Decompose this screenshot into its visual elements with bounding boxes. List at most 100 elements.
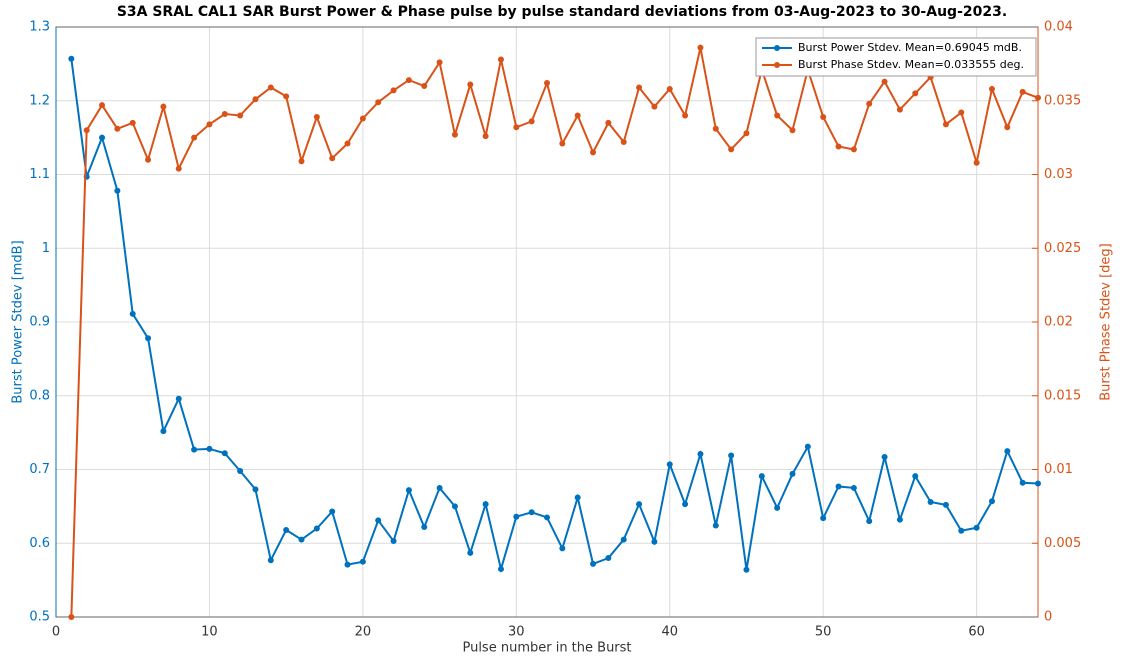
data-point bbox=[758, 473, 765, 480]
data-point bbox=[467, 549, 474, 556]
data-point bbox=[528, 118, 535, 125]
data-point bbox=[942, 501, 949, 508]
data-point bbox=[237, 112, 244, 119]
data-point bbox=[988, 498, 995, 505]
data-point bbox=[1035, 480, 1041, 487]
data-point bbox=[835, 483, 842, 490]
data-point bbox=[728, 452, 735, 459]
data-point bbox=[651, 103, 658, 110]
data-point bbox=[252, 96, 259, 103]
data-point bbox=[789, 470, 796, 477]
data-point bbox=[467, 81, 474, 88]
data-point bbox=[1035, 94, 1041, 101]
y2-tick-label: 0.02 bbox=[1044, 315, 1073, 330]
data-point bbox=[421, 83, 428, 89]
data-point bbox=[68, 614, 75, 620]
y-tick-label: 0.6 bbox=[29, 536, 50, 551]
data-point bbox=[390, 538, 397, 545]
x-tick-label: 50 bbox=[815, 625, 832, 640]
x-tick-label: 10 bbox=[201, 625, 218, 640]
data-point bbox=[68, 55, 75, 62]
data-point bbox=[221, 450, 228, 457]
data-point bbox=[1019, 479, 1026, 486]
y2-tick-label: 0.01 bbox=[1044, 462, 1073, 477]
data-point bbox=[973, 159, 980, 166]
data-point bbox=[574, 112, 581, 119]
data-point bbox=[482, 133, 489, 140]
series-line bbox=[70, 58, 1039, 573]
y2-tick-label: 0.025 bbox=[1044, 241, 1081, 256]
data-point bbox=[697, 451, 704, 458]
y2-tick-label: 0.005 bbox=[1044, 536, 1081, 551]
y-tick-label: 1.1 bbox=[29, 167, 50, 182]
data-point bbox=[175, 165, 182, 172]
legend-label: Burst Power Stdev. Mean=0.69045 mdB. bbox=[798, 41, 1022, 54]
data-point bbox=[590, 560, 597, 567]
data-point bbox=[191, 134, 198, 141]
data-point bbox=[605, 119, 612, 126]
x-tick-label: 20 bbox=[355, 625, 372, 640]
data-point bbox=[866, 518, 873, 525]
data-point bbox=[1004, 448, 1011, 455]
data-point bbox=[145, 335, 152, 342]
data-point bbox=[99, 134, 106, 141]
data-point bbox=[697, 44, 704, 51]
legend-marker bbox=[774, 45, 780, 51]
data-point bbox=[375, 99, 382, 106]
data-point bbox=[175, 395, 182, 402]
y2-tick-label: 0.04 bbox=[1044, 20, 1073, 35]
data-point bbox=[927, 498, 934, 505]
x-tick-label: 30 bbox=[508, 625, 525, 640]
data-point bbox=[590, 149, 597, 156]
data-point bbox=[682, 112, 689, 119]
data-point bbox=[237, 467, 244, 474]
data-point bbox=[313, 113, 320, 120]
data-point bbox=[145, 156, 152, 163]
y2-tick-label: 0 bbox=[1044, 610, 1052, 625]
data-point bbox=[559, 545, 566, 552]
data-point bbox=[544, 80, 550, 87]
data-point bbox=[636, 501, 643, 508]
data-point bbox=[958, 527, 965, 534]
data-point bbox=[544, 514, 550, 521]
data-point bbox=[451, 131, 458, 138]
data-point bbox=[160, 428, 167, 435]
data-point bbox=[359, 115, 366, 122]
data-point bbox=[114, 125, 121, 132]
data-point bbox=[636, 84, 643, 91]
data-point bbox=[896, 516, 903, 523]
data-point bbox=[912, 90, 919, 97]
data-point bbox=[743, 130, 750, 137]
data-point bbox=[267, 84, 274, 91]
data-point bbox=[114, 187, 121, 194]
data-point bbox=[728, 146, 735, 153]
data-point bbox=[651, 538, 658, 545]
y-tick-label: 0.9 bbox=[29, 315, 50, 330]
data-point bbox=[528, 509, 535, 516]
data-point bbox=[129, 310, 136, 317]
data-point bbox=[712, 125, 719, 132]
x-tick-label: 60 bbox=[968, 625, 985, 640]
y2-tick-label: 0.03 bbox=[1044, 167, 1073, 182]
data-point bbox=[605, 555, 612, 561]
data-point bbox=[451, 503, 458, 510]
data-point bbox=[298, 158, 305, 165]
y-axis-label: Burst Power Stdev [mdB] bbox=[11, 240, 26, 403]
data-point bbox=[405, 487, 412, 494]
data-point bbox=[774, 112, 781, 119]
data-point bbox=[359, 558, 366, 565]
x-tick-label: 0 bbox=[52, 625, 60, 640]
y2-tick-label: 0.035 bbox=[1044, 93, 1081, 108]
y-tick-label: 1.2 bbox=[29, 93, 50, 108]
data-point bbox=[850, 484, 857, 491]
data-point bbox=[513, 124, 520, 131]
data-point bbox=[329, 508, 336, 515]
y2-tick-label: 0.015 bbox=[1044, 388, 1081, 403]
y-tick-label: 0.5 bbox=[29, 610, 50, 625]
data-point bbox=[482, 501, 489, 508]
data-point bbox=[1004, 124, 1011, 131]
data-point bbox=[436, 59, 443, 66]
data-point bbox=[267, 557, 274, 564]
legend-label: Burst Phase Stdev. Mean=0.033555 deg. bbox=[798, 58, 1024, 71]
